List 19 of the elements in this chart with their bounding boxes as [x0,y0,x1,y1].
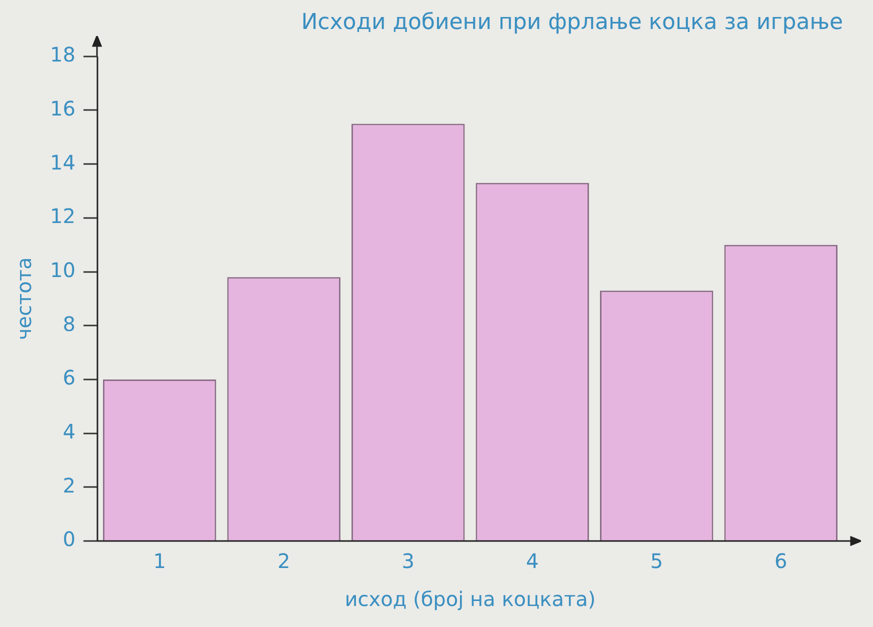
y-tick-label: 14 [50,150,76,174]
x-tick-label: 6 [774,549,788,574]
y-tick-label: 2 [62,473,76,498]
x-tick-label: 4 [526,549,539,574]
chart-title: Исходи добиени при фрлање коцка за играње [301,10,843,35]
y-tick-label: 6 [62,366,76,390]
y-tick-label: 8 [62,312,76,336]
y-tick-label: 12 [50,204,76,228]
x-axis-title: исход (број на коцката) [344,587,596,612]
y-tick-label: 10 [50,258,76,282]
y-tick-label: 18 [50,42,76,67]
y-tick-label: 16 [50,96,76,120]
x-tick-label: 3 [402,549,414,574]
x-tick-label: 1 [153,549,166,574]
x-tick-label: 2 [277,549,290,574]
y-axis-title: честота [12,257,36,340]
y-tick-label: 4 [62,420,76,444]
x-tick-label: 5 [650,549,663,574]
y-tick-label: 0 [62,527,76,552]
